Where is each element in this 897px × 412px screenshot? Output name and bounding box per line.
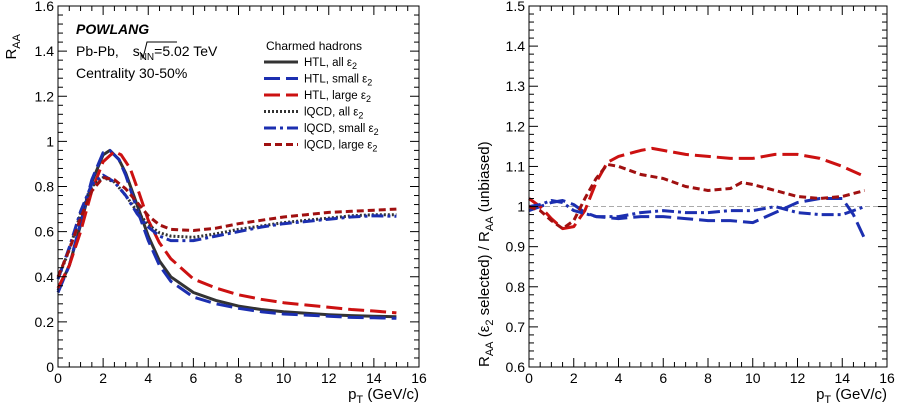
sqrt-sign-icon xyxy=(139,41,177,60)
left-x-axis-title: pT (GeV/c) xyxy=(348,386,419,406)
y-tick-label: 0.4 xyxy=(35,269,55,285)
right-panel: 0 2 4 6 8 10 12 14 16 0.6 0.7 0.8 0.9 1 1.1 1.2 1.3 1.4 1.… xyxy=(476,0,895,406)
left-y-axis-title: RAA xyxy=(3,33,23,59)
y-tick-label: 1 xyxy=(517,199,525,215)
y-tick-label: 1.4 xyxy=(506,38,526,54)
legend-label: lQCD, small ε2 xyxy=(304,123,379,137)
x-tick-label: 16 xyxy=(411,370,427,386)
legend-label: HTL, small ε2 xyxy=(304,74,372,88)
model-title: POWLANG xyxy=(76,21,149,37)
legend-label: lQCD, large ε2 xyxy=(304,140,377,154)
y-tick-label: 1.2 xyxy=(506,118,526,134)
series-line-3 xyxy=(528,162,865,231)
left-ticks: 0 2 4 6 8 10 12 14 16 0 0.2 0.4 0.6 0.8 1 1.2 1.4 1.6 xyxy=(35,0,427,386)
legend-label: HTL, large ε2 xyxy=(304,90,371,104)
right-plot-frame xyxy=(528,5,888,368)
series-line-1 xyxy=(56,148,397,320)
series-line-4 xyxy=(56,173,397,280)
series-line-1 xyxy=(528,146,866,231)
x-tick-label: 8 xyxy=(235,370,243,386)
series-line-2 xyxy=(528,199,866,219)
x-tick-label: 6 xyxy=(659,370,667,386)
x-tick-label: 10 xyxy=(745,370,761,386)
x-tick-label: 16 xyxy=(879,370,895,386)
svg-text:Pb-Pb, sNN=5.02 TeV: Pb-Pb, sNN=5.02 TeV xyxy=(76,43,218,63)
x-tick-label: 4 xyxy=(615,370,623,386)
x-tick-label: 6 xyxy=(189,370,197,386)
x-tick-label: 2 xyxy=(99,370,107,386)
y-tick-label: 0.6 xyxy=(506,359,526,375)
x-tick-label: 14 xyxy=(366,370,382,386)
legend-label: lQCD, all ε2 xyxy=(304,107,363,121)
x-tick-label: 2 xyxy=(570,370,578,386)
right-ticks: 0 2 4 6 8 10 12 14 16 0.6 0.7 0.8 0.9 1 1.1 1.2 1.3 1.4 1.… xyxy=(506,0,895,386)
right-y-axis-title: RAA (ε2 selected) / RAA (unbiased) xyxy=(476,141,496,367)
y-tick-label: 0.9 xyxy=(506,239,526,255)
right-x-axis-title: pT (GeV/c) xyxy=(816,386,887,406)
y-tick-label: 0.8 xyxy=(35,179,55,195)
centrality-label: Centrality 30-50% xyxy=(76,65,187,81)
y-tick-label: 0.7 xyxy=(506,319,526,335)
legend: Charmed hadrons HTL, all ε2 HTL, small ε2… xyxy=(264,39,379,154)
y-tick-label: 0 xyxy=(46,359,54,375)
x-tick-label: 8 xyxy=(704,370,712,386)
system-label: Pb-Pb, sNN=5.02 TeV xyxy=(76,41,218,63)
y-tick-label: 0.8 xyxy=(506,279,526,295)
series-line-0 xyxy=(56,148,397,319)
x-tick-label: 12 xyxy=(321,370,337,386)
y-tick-label: 1.6 xyxy=(35,0,55,14)
x-tick-label: 14 xyxy=(834,370,850,386)
x-tick-label: 0 xyxy=(525,370,533,386)
y-tick-label: 1.4 xyxy=(35,43,55,59)
legend-label: HTL, all ε2 xyxy=(304,57,357,71)
left-plot-frame xyxy=(57,5,420,368)
y-tick-label: 0.2 xyxy=(35,314,55,330)
series-line-5 xyxy=(56,176,397,278)
x-tick-label: 12 xyxy=(790,370,806,386)
y-tick-label: 0.6 xyxy=(35,224,55,240)
y-tick-label: 1.5 xyxy=(506,0,526,14)
left-curves xyxy=(56,148,397,320)
x-tick-label: 0 xyxy=(54,370,62,386)
left-panel: 0 2 4 6 8 10 12 14 16 0 0.2 0.4 0.6 0.8 1 1.2 1.4 1.6 RAA… xyxy=(3,0,427,406)
x-tick-label: 10 xyxy=(276,370,292,386)
y-tick-label: 1 xyxy=(46,133,54,149)
y-tick-label: 1.3 xyxy=(506,78,526,94)
series-line-2 xyxy=(56,150,397,315)
y-tick-label: 1.1 xyxy=(506,158,526,174)
y-tick-label: 1.2 xyxy=(35,88,55,104)
legend-title: Charmed hadrons xyxy=(266,39,362,53)
x-tick-label: 4 xyxy=(144,370,152,386)
series-line-3 xyxy=(56,176,397,280)
right-curves xyxy=(528,146,887,240)
